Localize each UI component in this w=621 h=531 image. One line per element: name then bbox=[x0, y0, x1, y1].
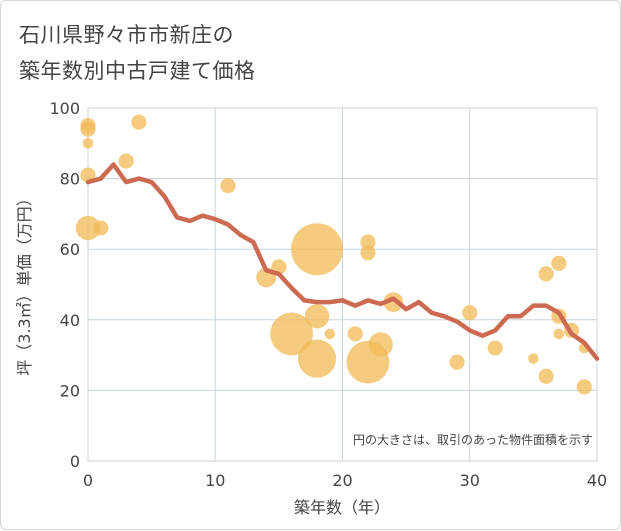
data-bubble bbox=[553, 328, 565, 340]
data-bubble bbox=[368, 332, 393, 357]
data-bubble bbox=[297, 339, 337, 378]
chart-title-line1: 石川県野々市市新庄の bbox=[19, 23, 234, 47]
data-bubble bbox=[538, 368, 554, 384]
data-bubble bbox=[360, 234, 376, 250]
chart-title-line2: 築年数別中古戸建て価格 bbox=[19, 59, 256, 83]
y-axis-label: 坪（3.3㎡）単価（万円） bbox=[15, 190, 34, 375]
x-tick-label: 10 bbox=[205, 471, 225, 490]
x-tick-label: 20 bbox=[332, 471, 352, 490]
data-bubble bbox=[80, 121, 96, 137]
data-bubble bbox=[324, 328, 336, 340]
data-bubble bbox=[131, 114, 147, 130]
y-tick-label: 0 bbox=[70, 452, 80, 471]
y-tick-label: 20 bbox=[60, 381, 80, 400]
data-bubble bbox=[118, 153, 134, 169]
x-tick-label: 40 bbox=[587, 471, 607, 490]
data-bubble bbox=[462, 305, 478, 321]
data-bubble bbox=[270, 312, 313, 356]
data-bubble bbox=[487, 340, 503, 356]
x-tick-label: 30 bbox=[460, 471, 480, 490]
y-tick-label: 40 bbox=[60, 311, 80, 330]
data-bubble bbox=[347, 326, 363, 342]
y-tick-label: 60 bbox=[60, 240, 80, 259]
data-bubble bbox=[220, 178, 236, 194]
size-note: 円の大きさは、取引のあった物件面積を示す bbox=[353, 432, 593, 447]
data-bubble bbox=[93, 220, 109, 236]
x-tick-label: 0 bbox=[83, 471, 93, 490]
x-axis-label: 築年数（年） bbox=[294, 498, 390, 517]
data-bubble bbox=[383, 292, 404, 313]
bubble-layer bbox=[75, 114, 592, 395]
y-tick-label: 100 bbox=[49, 99, 80, 118]
data-bubble bbox=[360, 245, 376, 261]
trend-line bbox=[85, 162, 600, 361]
grid-lines bbox=[87, 107, 598, 462]
data-bubble bbox=[449, 354, 465, 370]
axis-ticks: 0 10 20 30 40 0 20 40 60 80 100 bbox=[49, 99, 607, 490]
data-bubble bbox=[576, 379, 592, 395]
data-bubble bbox=[291, 223, 344, 276]
data-bubble bbox=[528, 353, 539, 364]
data-bubble bbox=[75, 215, 101, 241]
y-tick-label: 80 bbox=[60, 170, 80, 189]
data-bubble bbox=[538, 266, 554, 282]
data-bubble bbox=[551, 255, 567, 271]
data-bubble bbox=[304, 304, 330, 329]
data-bubble bbox=[82, 138, 94, 149]
